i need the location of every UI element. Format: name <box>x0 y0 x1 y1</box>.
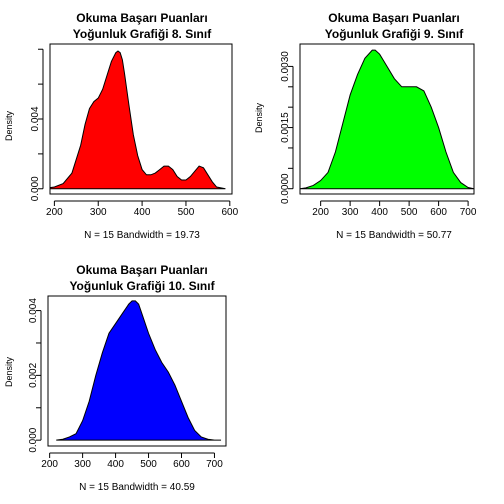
x-tick-label: 700 <box>460 207 477 218</box>
y-tick-label: 0.004 <box>30 106 41 131</box>
x-tick-label: 700 <box>206 459 223 470</box>
y-tick-label: 0.0000 <box>280 173 291 204</box>
y-tick-label: 0.000 <box>28 427 39 452</box>
chart-title-line1: Okuma Başarı Puanları <box>76 11 207 25</box>
y-axis-label: Density <box>4 110 14 141</box>
x-tick-label: 200 <box>41 459 58 470</box>
plot-area: 200 300 400 500 600 700 0.0000 0.0015 0.0030 <box>280 43 477 218</box>
plot-area: 200 300 400 500 600 700 0.000 0.002 0.004 <box>28 295 227 470</box>
x-axis-label: N = 15 Bandwidth = 50.77 <box>336 230 452 241</box>
y-tick-label: 0.0030 <box>280 51 291 82</box>
y-axis-label: Density <box>4 356 14 387</box>
x-axis-label: N = 15 Bandwidth = 19.73 <box>84 230 200 241</box>
x-tick-label: 600 <box>221 207 238 218</box>
x-tick-label: 200 <box>312 207 329 218</box>
x-tick-label: 400 <box>371 207 388 218</box>
y-tick-label: 0.000 <box>30 176 41 201</box>
density-area <box>50 50 226 190</box>
plot-area: 200 300 400 500 600 0.000 0.004 <box>30 43 239 218</box>
x-tick-label: 600 <box>430 207 447 218</box>
x-tick-label: 400 <box>134 207 151 218</box>
x-tick-label: 400 <box>107 459 124 470</box>
chart-panel-9: Okuma Başarı Puanları Yoğunluk Grafiği 9… <box>254 11 477 241</box>
x-tick-label: 500 <box>401 207 418 218</box>
chart-title-line1: Okuma Başarı Puanları <box>328 11 459 25</box>
plot-frame <box>47 295 227 447</box>
x-tick-label: 600 <box>173 459 190 470</box>
x-tick-label: 500 <box>178 207 195 218</box>
x-tick-label: 300 <box>342 207 359 218</box>
y-tick-label: 0.0015 <box>280 112 291 143</box>
chart-panel-10: Okuma Başarı Puanları Yoğunluk Grafiği 1… <box>4 263 227 493</box>
x-tick-label: 200 <box>46 207 63 218</box>
chart-title-line2: Yoğunluk Grafiği 10. Sınıf <box>69 279 215 293</box>
chart-panel-8: Okuma Başarı Puanları Yoğunluk Grafiği 8… <box>4 11 239 241</box>
x-axis-label: N = 15 Bandwidth = 40.59 <box>79 482 195 493</box>
plot-frame <box>299 43 475 195</box>
chart-title-line2: Yoğunluk Grafiği 9. Sınıf <box>325 27 464 41</box>
x-tick-label: 300 <box>90 207 107 218</box>
x-tick-label: 300 <box>74 459 91 470</box>
chart-title-line2: Yoğunluk Grafiği 8. Sınıf <box>73 27 212 41</box>
density-area <box>300 49 474 190</box>
y-tick-label: 0.004 <box>28 298 39 323</box>
y-axis-label: Density <box>254 102 264 133</box>
plot-frame <box>49 43 233 195</box>
density-area <box>56 300 222 441</box>
x-tick-label: 500 <box>140 459 157 470</box>
chart-title-line1: Okuma Başarı Puanları <box>76 263 207 277</box>
y-tick-label: 0.002 <box>28 362 39 387</box>
